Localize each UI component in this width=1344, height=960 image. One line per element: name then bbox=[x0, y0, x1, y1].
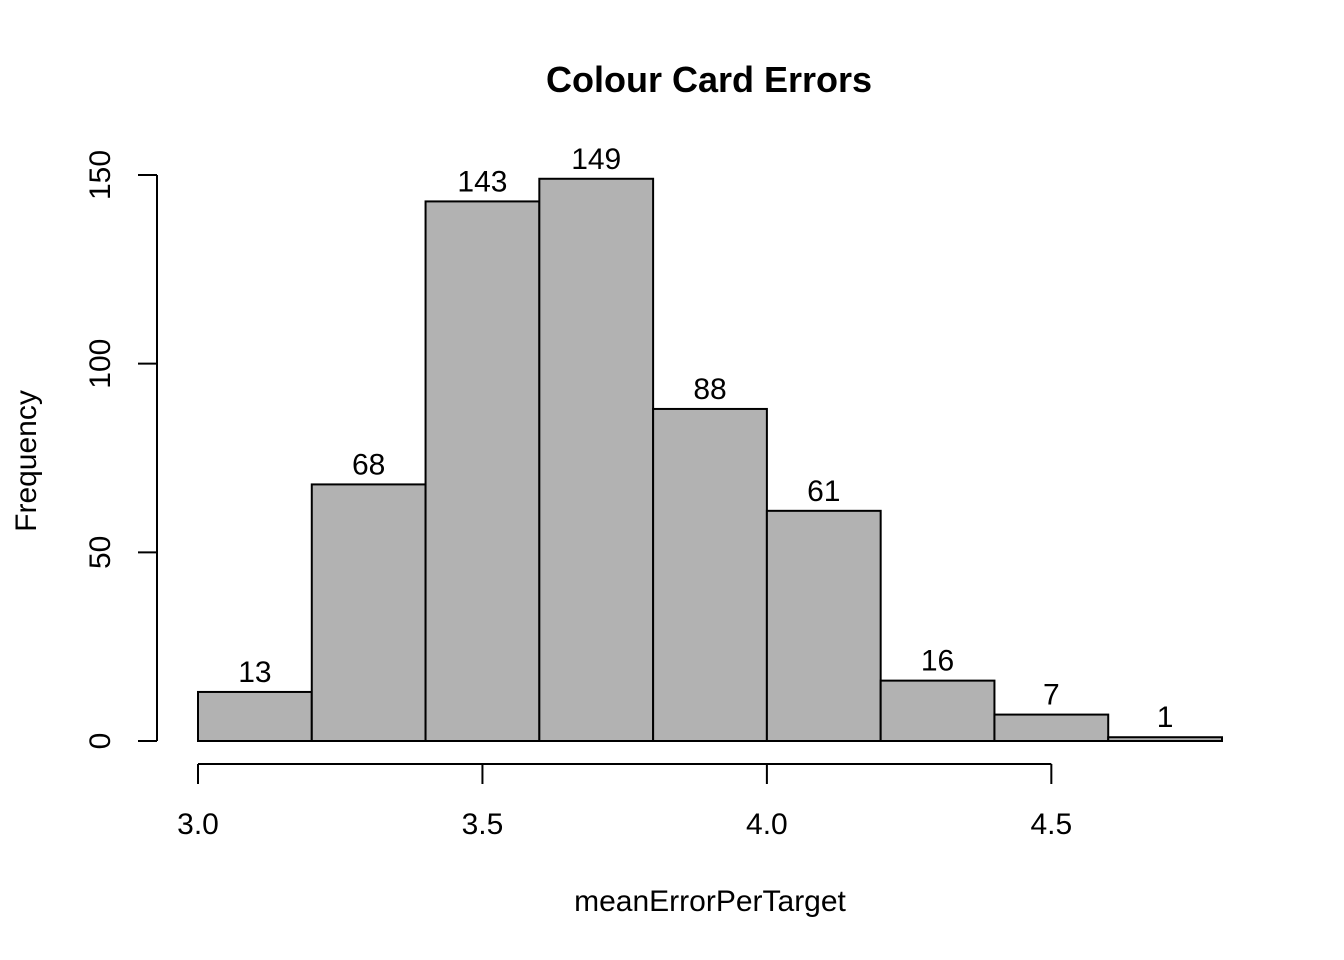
x-tick-label-3: 4.5 bbox=[1030, 808, 1072, 841]
x-tick-label-2: 4.0 bbox=[746, 808, 788, 841]
histogram-bar-6 bbox=[879, 679, 996, 742]
chart-title: Colour Card Errors bbox=[546, 59, 872, 100]
y-tick-label-0: 0 bbox=[84, 733, 117, 750]
bar-value-label-2: 143 bbox=[457, 165, 507, 198]
x-axis: 3.0 3.5 4.0 4.5 bbox=[177, 763, 1072, 841]
histogram-bar-8 bbox=[1107, 736, 1223, 743]
y-axis: 0 50 100 150 bbox=[84, 150, 158, 750]
bar-value-label-5: 61 bbox=[807, 475, 840, 508]
bar-value-label-0: 13 bbox=[238, 656, 271, 689]
y-tick-label-3: 150 bbox=[84, 150, 117, 200]
bar-value-label-4: 88 bbox=[693, 373, 726, 406]
y-axis-label: Frequency bbox=[10, 390, 43, 532]
histogram-bar-5 bbox=[765, 509, 882, 742]
bar-value-label-8: 1 bbox=[1157, 701, 1174, 734]
bars-layer bbox=[197, 177, 1223, 743]
x-tick-label-1: 3.5 bbox=[462, 808, 504, 841]
bar-value-label-7: 7 bbox=[1043, 679, 1060, 712]
histogram-bar-7 bbox=[993, 713, 1110, 743]
bar-value-label-1: 68 bbox=[352, 448, 385, 481]
histogram-bar-4 bbox=[652, 407, 768, 742]
y-tick-label-1: 50 bbox=[84, 536, 117, 569]
y-tick-label-2: 100 bbox=[84, 339, 117, 389]
histogram-bar-1 bbox=[310, 483, 427, 742]
histogram-bar-3 bbox=[538, 177, 655, 743]
bar-value-label-6: 16 bbox=[921, 645, 954, 678]
bar-value-label-3: 149 bbox=[571, 143, 621, 176]
histogram-bar-0 bbox=[197, 690, 313, 742]
histogram-bar-2 bbox=[424, 200, 541, 742]
x-axis-label: meanErrorPerTarget bbox=[574, 885, 846, 918]
bar-labels-layer: 13 68 143 149 88 61 16 7 1 bbox=[238, 143, 1173, 734]
x-tick-label-0: 3.0 bbox=[177, 808, 219, 841]
